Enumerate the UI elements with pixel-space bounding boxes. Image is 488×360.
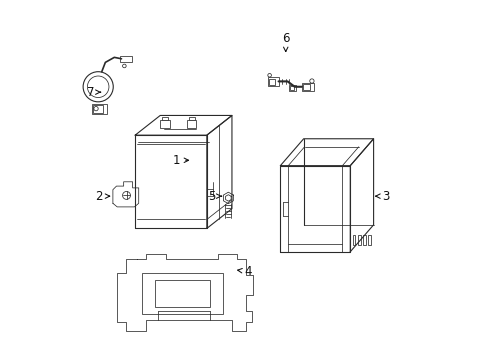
Bar	[362, 234, 365, 244]
Bar	[367, 234, 370, 244]
Bar	[303, 84, 309, 90]
Bar	[267, 77, 278, 86]
Bar	[92, 104, 106, 114]
Text: 1: 1	[172, 154, 188, 167]
Bar	[155, 280, 210, 307]
Text: 2: 2	[95, 190, 109, 203]
Bar	[142, 273, 223, 315]
Bar	[162, 117, 168, 120]
Text: 6: 6	[282, 32, 289, 51]
Bar	[289, 86, 293, 90]
Text: 7: 7	[87, 86, 100, 99]
Text: 3: 3	[375, 190, 389, 203]
Bar	[93, 105, 103, 113]
Bar	[301, 83, 314, 91]
Bar	[120, 56, 132, 62]
Text: 5: 5	[208, 190, 221, 203]
Bar	[288, 85, 296, 91]
Bar	[352, 234, 355, 244]
Bar	[187, 120, 196, 128]
Text: 4: 4	[237, 265, 251, 278]
Bar	[160, 120, 169, 128]
Bar	[188, 117, 195, 120]
Bar	[268, 78, 275, 85]
Bar	[357, 234, 360, 244]
